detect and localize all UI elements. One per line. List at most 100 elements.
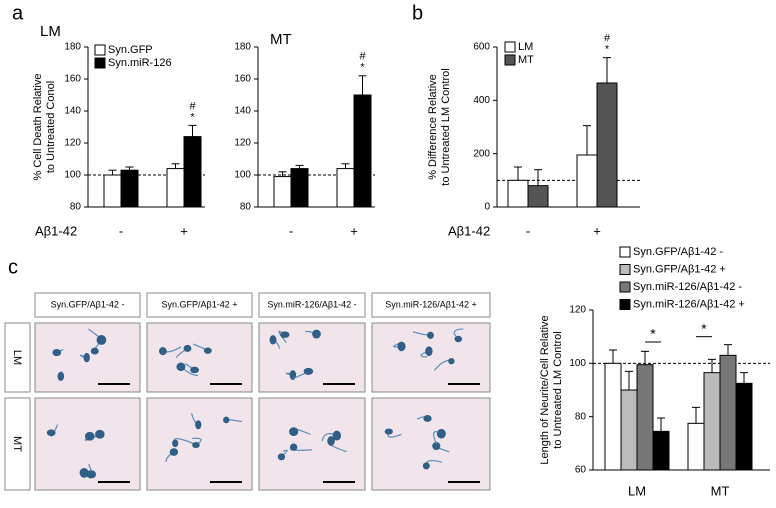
cell-body xyxy=(172,439,179,448)
bar xyxy=(336,168,355,208)
cell-body xyxy=(52,348,62,357)
bar xyxy=(103,174,122,208)
x-axis-label: Aβ1-42 xyxy=(35,223,77,238)
significance-mark: # xyxy=(359,51,366,63)
row-label-box xyxy=(4,322,31,393)
cell-body xyxy=(277,453,286,461)
cell-body xyxy=(57,371,65,381)
y-tick-label: 0 xyxy=(484,202,490,213)
legend-label: Syn.miR-126/Aβ1-42 - xyxy=(633,281,742,293)
column-header: Syn.GFP/Aβ1-42 - xyxy=(51,299,125,309)
y-tick-label: 200 xyxy=(473,148,490,159)
cell-body xyxy=(289,370,297,381)
bar xyxy=(273,176,292,208)
column-header: Syn.miR-126/Aβ1-42 + xyxy=(385,299,476,309)
legend-swatch xyxy=(504,54,516,66)
y-axis-label: to Untreated Conol xyxy=(45,81,57,173)
cell-body xyxy=(289,443,298,451)
cell-body xyxy=(223,416,230,424)
significance-mark: * xyxy=(605,44,610,56)
x-tick-label: - xyxy=(526,223,530,238)
bar xyxy=(576,154,598,208)
y-tick-label: 60 xyxy=(575,465,587,476)
bar xyxy=(735,382,753,471)
cell-body xyxy=(448,357,455,365)
cell-body xyxy=(289,427,299,437)
legend-label: Syn.miR-126 xyxy=(108,57,172,69)
column-header: Syn.miR-126/Aβ1-42 - xyxy=(267,299,356,309)
cell-body xyxy=(327,436,335,446)
bar xyxy=(719,354,737,471)
y-tick-label: 120 xyxy=(64,138,81,149)
panel-label: c xyxy=(8,256,18,278)
cell-body xyxy=(95,429,105,439)
significance-mark: * xyxy=(360,62,365,74)
x-tick-label: + xyxy=(180,223,188,238)
y-tick-label: 80 xyxy=(575,411,587,422)
cell-body xyxy=(454,335,463,343)
cell-body xyxy=(436,428,446,439)
column-header-box xyxy=(371,292,491,318)
cell-body xyxy=(312,329,321,339)
cell-body xyxy=(332,430,341,441)
chart-title: LM xyxy=(40,23,61,40)
y-axis-label: to Untreated LM Control xyxy=(552,331,564,448)
row-label: MT xyxy=(11,436,23,452)
y-tick-label: 400 xyxy=(473,95,490,106)
cell-body xyxy=(158,347,167,356)
cell-body xyxy=(422,462,430,470)
y-axis-label: % Difference Relative xyxy=(427,74,439,180)
x-axis-label: Aβ1-42 xyxy=(448,223,490,238)
cell-body xyxy=(169,448,179,456)
y-tick-label: 160 xyxy=(234,74,251,85)
legend-label: Syn.GFP xyxy=(108,44,153,56)
legend-swatch xyxy=(94,57,106,69)
x-tick-label: - xyxy=(119,223,123,238)
x-tick-label: MT xyxy=(711,483,730,498)
bar xyxy=(166,168,185,208)
bar xyxy=(507,179,529,208)
bar xyxy=(183,136,202,208)
cell-body xyxy=(203,347,212,354)
micrograph xyxy=(146,397,253,491)
y-tick-label: 80 xyxy=(240,202,252,213)
y-tick-label: 180 xyxy=(234,42,251,53)
cell-body xyxy=(280,331,290,338)
x-tick-label: + xyxy=(593,223,601,238)
micrograph xyxy=(258,322,366,393)
cell-body xyxy=(90,347,99,355)
row-label-box xyxy=(4,397,31,491)
legend-swatch xyxy=(619,299,631,310)
y-tick-label: 120 xyxy=(569,305,586,316)
y-tick-label: 120 xyxy=(234,138,251,149)
legend-label: LM xyxy=(518,41,533,53)
bar xyxy=(703,372,721,471)
cell-body xyxy=(426,331,434,339)
significance-mark: # xyxy=(604,33,611,45)
bar xyxy=(652,430,670,471)
cell-body xyxy=(269,335,277,345)
bar xyxy=(527,185,549,208)
cell-body xyxy=(83,352,90,363)
bar xyxy=(604,362,622,471)
cell-body xyxy=(84,431,95,441)
column-header-box xyxy=(34,292,141,318)
legend-swatch xyxy=(504,41,516,53)
y-axis-label: % Cell Death Relative xyxy=(32,74,44,181)
legend-label: Syn.miR-126/Aβ1-42 + xyxy=(633,298,745,310)
cell-body xyxy=(384,428,393,435)
cell-body xyxy=(397,341,406,352)
cell-body xyxy=(183,344,192,352)
y-axis-label: Length of Neurite/Cell Relative xyxy=(539,315,551,464)
cell-body xyxy=(46,429,56,437)
cell-body xyxy=(195,420,202,430)
y-tick-label: 100 xyxy=(64,170,81,181)
panel-label: b xyxy=(412,2,423,24)
cell-body xyxy=(303,367,314,375)
y-tick-label: 160 xyxy=(64,74,81,85)
cell-body xyxy=(423,415,432,422)
cell-body xyxy=(432,441,441,451)
y-axis-label: to Untreated LM Control xyxy=(440,68,452,185)
column-header-box xyxy=(146,292,253,318)
significance-mark: * xyxy=(190,111,195,123)
